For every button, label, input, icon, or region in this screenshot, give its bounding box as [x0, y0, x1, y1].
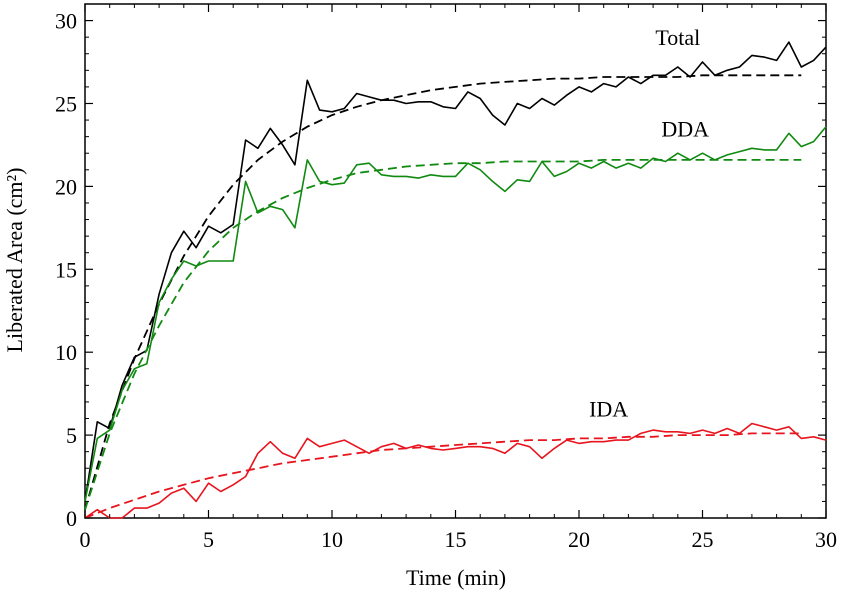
ida-fit-line — [84, 432, 802, 519]
labels-layer: Total DDA IDA — [589, 25, 709, 421]
y-tick-label: 15 — [55, 257, 77, 282]
ticks-layer: 0 5 10 15 20 25 30 0 5 10 15 20 25 30 — [55, 4, 837, 552]
y-tick-label: 5 — [66, 423, 77, 448]
plot-frame — [84, 3, 827, 519]
dda-fit-line — [84, 158, 802, 510]
total-series-label: Total — [655, 25, 700, 50]
dda-series-label: DDA — [661, 116, 709, 141]
x-tick-label: 0 — [80, 527, 91, 552]
y-tick-label: 10 — [55, 340, 77, 365]
y-axis-title: Liberated Area (cm²) — [2, 168, 27, 353]
x-axis-title: Time (min) — [406, 565, 506, 590]
dda-measured-line — [84, 126, 827, 502]
y-tick-label: 30 — [55, 9, 77, 34]
x-tick-label: 20 — [568, 527, 590, 552]
y-tick-label: 0 — [66, 506, 77, 531]
x-tick-label: 30 — [815, 527, 837, 552]
ida-measured-line — [84, 422, 827, 519]
series-layer — [84, 41, 827, 519]
x-tick-label: 15 — [445, 527, 467, 552]
total-measured-line — [84, 41, 827, 502]
x-tick-label: 5 — [203, 527, 214, 552]
total-fit-line — [84, 74, 802, 510]
plot-area — [84, 3, 827, 519]
x-tick-label: 25 — [692, 527, 714, 552]
y-tick-label: 25 — [55, 91, 77, 116]
ida-series-label: IDA — [589, 397, 628, 422]
y-tick-label: 20 — [55, 174, 77, 199]
x-tick-label: 10 — [321, 527, 343, 552]
